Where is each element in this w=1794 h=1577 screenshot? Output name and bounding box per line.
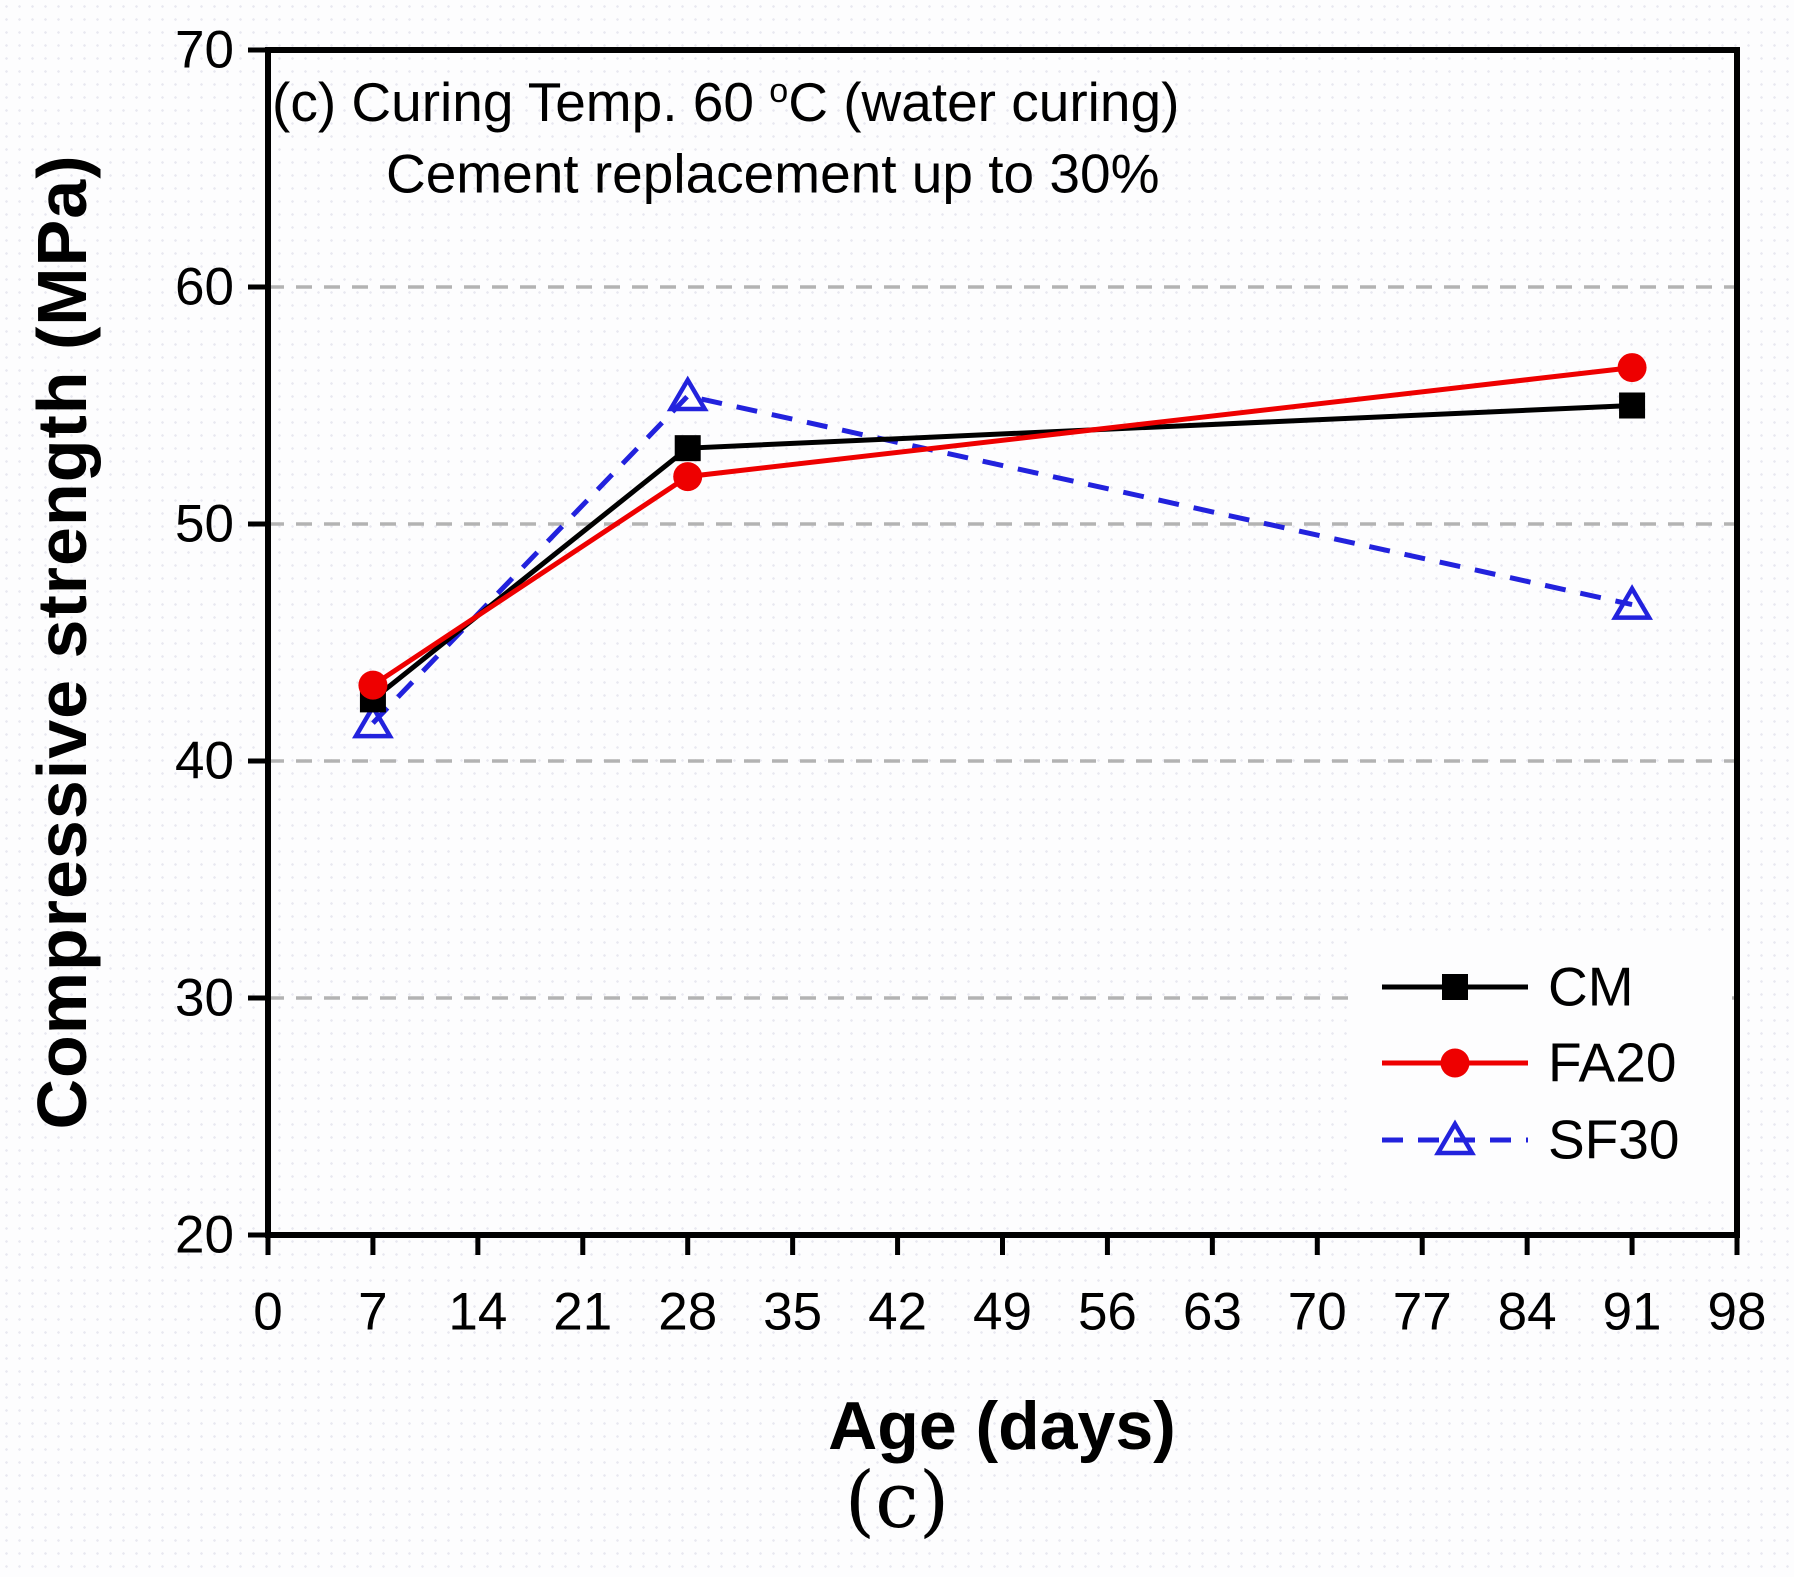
series-fa20-marker-7 [358, 670, 388, 700]
x-tick-label-63: 63 [1182, 1282, 1242, 1342]
x-tick-label-56: 56 [1077, 1282, 1137, 1342]
series-cm-marker-91 [1619, 392, 1646, 419]
series-fa20-marker-91 [1617, 353, 1647, 383]
y-axis-title: Compressive strength (MPa) [23, 154, 101, 1130]
annotation-line1-post: C (water curing) [788, 70, 1180, 133]
legend-label-fa20: FA20 [1548, 1031, 1677, 1094]
series-sf30-marker-91 [1611, 584, 1653, 620]
x-tick-label-98: 98 [1707, 1282, 1767, 1342]
y-tick-label-30: 30 [175, 968, 234, 1028]
y-tick-label-20: 20 [175, 1205, 234, 1265]
x-tick-label-0: 0 [253, 1282, 283, 1342]
x-tick-label-42: 42 [868, 1282, 928, 1342]
series-cm-marker-legend [1442, 974, 1468, 1000]
legend-label-cm: CM [1548, 955, 1634, 1018]
x-tick-label-14: 14 [448, 1282, 508, 1342]
figure-caption: (c) [844, 1456, 950, 1546]
x-tick-label-28: 28 [658, 1282, 718, 1342]
series-sf30-marker-legend [1434, 1119, 1476, 1156]
x-tick-label-84: 84 [1497, 1282, 1557, 1342]
series-sf30-marker-28 [666, 375, 709, 412]
legend-label-sf30: SF30 [1548, 1108, 1680, 1171]
annotation-line1-pre: (c) Curing Temp. 60 [272, 70, 770, 133]
y-tick-label-50: 50 [175, 494, 234, 554]
degree-symbol: o [769, 72, 789, 111]
series-cm-marker-28 [674, 435, 701, 462]
x-tick-label-91: 91 [1602, 1282, 1662, 1342]
plot-annotation-line1: (c) Curing Temp. 60 oC (water curing) [272, 74, 1179, 130]
series-fa20-marker-28 [673, 462, 703, 492]
x-tick-label-21: 21 [553, 1282, 613, 1342]
x-axis-title: Age (days) [828, 1388, 1176, 1464]
plot-annotation-line2: Cement replacement up to 30% [386, 142, 1160, 205]
y-tick-label-40: 40 [175, 731, 234, 791]
plot-border [265, 47, 1740, 1238]
x-tick-label-35: 35 [763, 1282, 823, 1342]
x-tick-label-7: 7 [358, 1282, 388, 1342]
x-tick-label-70: 70 [1287, 1282, 1347, 1342]
y-tick-label-60: 60 [175, 257, 234, 317]
x-tick-label-49: 49 [973, 1282, 1032, 1342]
series-fa20-marker-legend [1440, 1048, 1470, 1078]
series-sf30-marker-7 [352, 702, 394, 739]
x-tick-label-77: 77 [1392, 1282, 1452, 1342]
y-tick-label-70: 70 [175, 20, 234, 80]
series-cm-line [371, 403, 1633, 702]
